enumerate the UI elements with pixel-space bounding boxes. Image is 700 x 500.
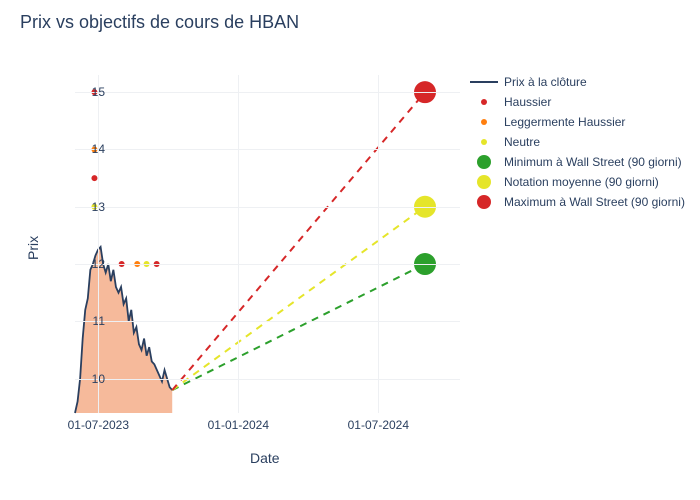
legend-item[interactable]: Neutre	[470, 132, 685, 152]
legend-item[interactable]: Haussier	[470, 92, 685, 112]
y-tick-label: 15	[75, 85, 105, 99]
analyst-dot	[91, 175, 97, 181]
legend-dot-icon	[481, 119, 487, 125]
x-tick-label: 01-07-2023	[68, 418, 129, 432]
plot-area: 10111213141501-07-202301-01-202401-07-20…	[75, 75, 460, 413]
y-tick-label: 12	[75, 257, 105, 271]
legend: Prix à la clôture Haussier Leggermente Hau…	[470, 72, 685, 212]
x-tick-label: 01-01-2024	[208, 418, 269, 432]
gridline-h	[75, 149, 460, 150]
legend-line-swatch	[470, 81, 498, 83]
legend-dot-icon	[481, 99, 487, 105]
gridline-h	[75, 207, 460, 208]
gridline-h	[75, 264, 460, 265]
legend-item[interactable]: Minimum à Wall Street (90 giorni)	[470, 152, 685, 172]
legend-label: Prix à la clôture	[504, 75, 587, 89]
legend-dot-icon	[481, 139, 487, 145]
legend-label: Minimum à Wall Street (90 giorni)	[504, 155, 682, 169]
legend-item[interactable]: Maximum à Wall Street (90 giorni)	[470, 192, 685, 212]
chart-title: Prix vs objectifs de cours de HBAN	[20, 12, 299, 33]
legend-label: Notation moyenne (90 giorni)	[504, 175, 659, 189]
y-tick-label: 10	[75, 372, 105, 386]
legend-label: Maximum à Wall Street (90 giorni)	[504, 195, 685, 209]
gridline-v	[238, 75, 239, 413]
legend-dot-swatch	[470, 175, 498, 189]
legend-item[interactable]: Notation moyenne (90 giorni)	[470, 172, 685, 192]
projection-line	[172, 92, 425, 390]
gridline-h	[75, 92, 460, 93]
gridline-h	[75, 379, 460, 380]
x-axis-label: Date	[250, 450, 280, 466]
legend-label: Neutre	[504, 135, 540, 149]
legend-dot-icon	[477, 195, 491, 209]
gridline-v	[378, 75, 379, 413]
gridline-v	[98, 75, 99, 413]
legend-dot-swatch	[470, 195, 498, 209]
y-tick-label: 14	[75, 142, 105, 156]
x-tick-label: 01-07-2024	[348, 418, 409, 432]
legend-item[interactable]: Leggermente Haussier	[470, 112, 685, 132]
legend-dot-swatch	[470, 119, 498, 125]
y-axis-label: Prix	[25, 236, 41, 260]
legend-dot-icon	[477, 155, 491, 169]
legend-dot-swatch	[470, 155, 498, 169]
gridline-h	[75, 321, 460, 322]
y-tick-label: 11	[75, 314, 105, 328]
projection-line	[172, 264, 425, 390]
y-tick-label: 13	[75, 200, 105, 214]
legend-dot-icon	[477, 175, 491, 189]
legend-label: Leggermente Haussier	[504, 115, 625, 129]
legend-dot-swatch	[470, 99, 498, 105]
legend-label: Haussier	[504, 95, 551, 109]
projection-line	[172, 207, 425, 390]
chart-svg	[75, 75, 460, 413]
legend-item[interactable]: Prix à la clôture	[470, 72, 685, 92]
legend-dot-swatch	[470, 139, 498, 145]
